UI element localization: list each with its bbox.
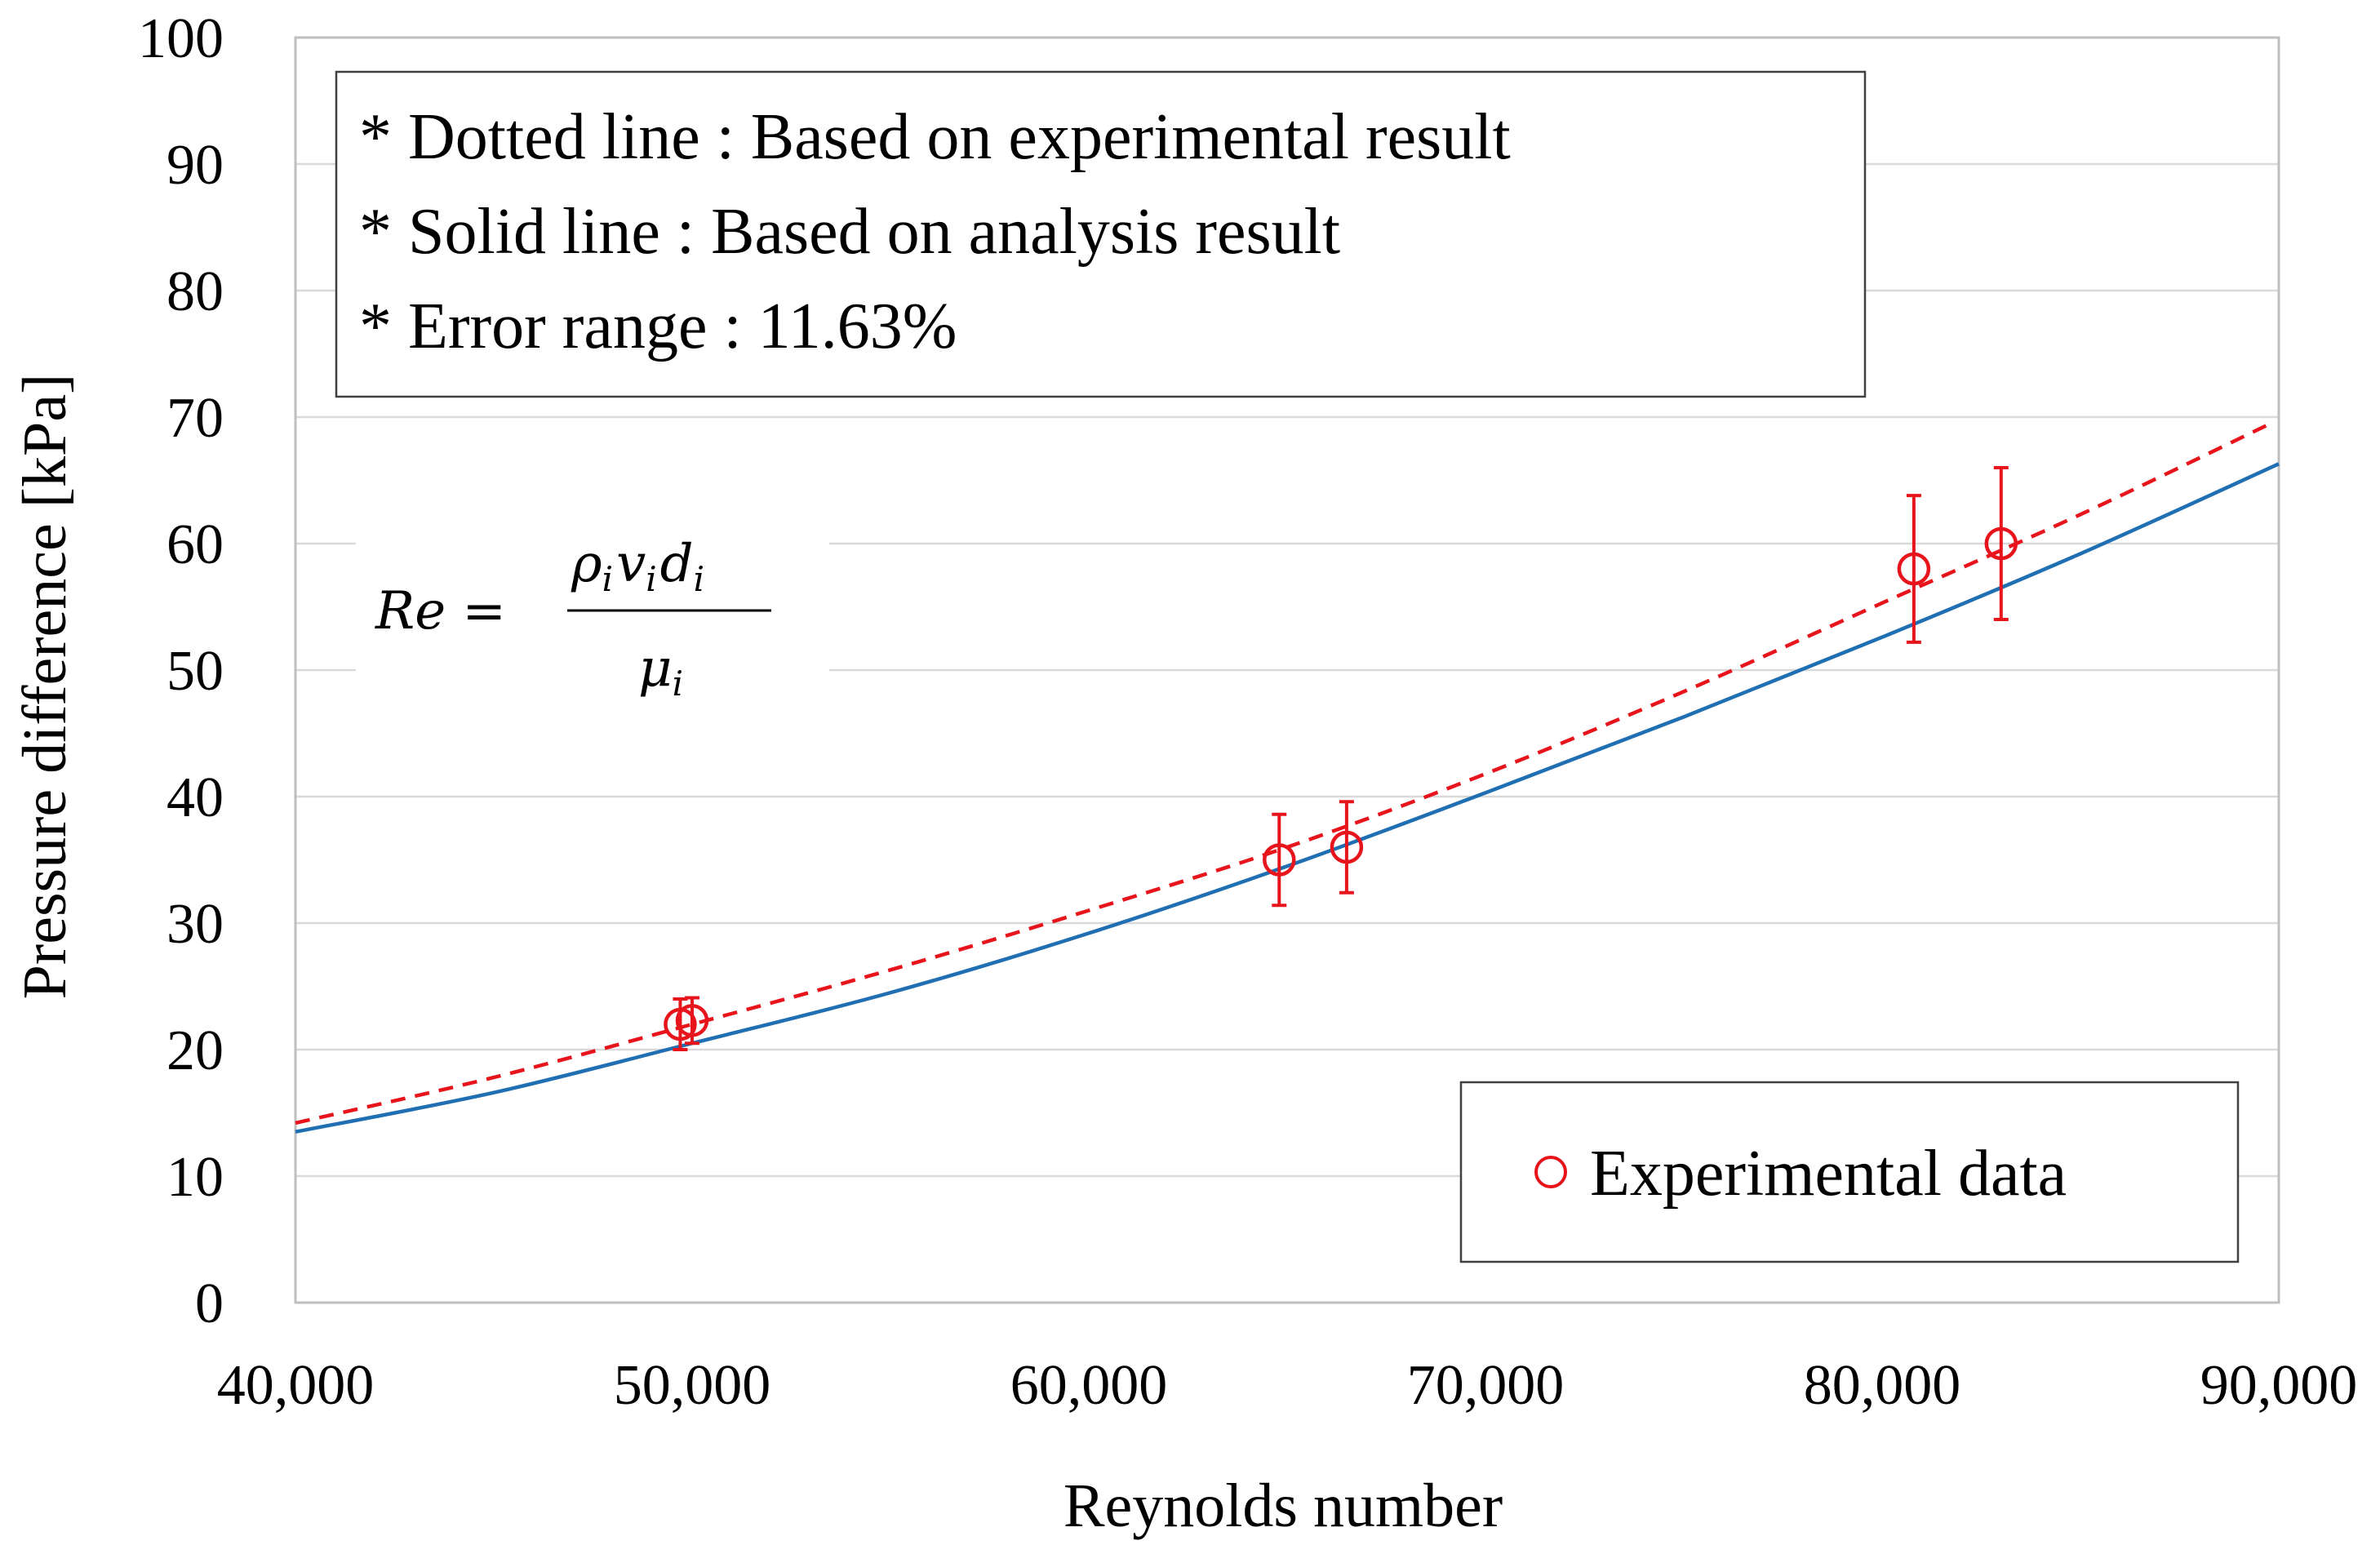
numerator-rho: ρ — [571, 534, 602, 594]
point-marker-3 — [1263, 843, 1296, 877]
y-tick-label-100: 100 — [138, 7, 224, 70]
notes-box-frame — [335, 70, 1867, 398]
denominator-mu: μ — [638, 638, 673, 699]
y-tick-label-30: 30 — [167, 893, 224, 956]
reynolds-equation: Re = ρividi μi — [356, 506, 829, 710]
point-marker-6 — [1984, 526, 2018, 561]
y-tick-label-50: 50 — [167, 640, 224, 703]
equation-background — [356, 506, 829, 710]
numerator-v-sub: i — [646, 559, 656, 599]
y-tick-label-20: 20 — [167, 1019, 224, 1082]
x-axis-title: Reynolds number — [1063, 1472, 1503, 1540]
y-tick-label-10: 10 — [167, 1146, 224, 1209]
equation-lhs: Re = — [375, 581, 506, 642]
data-point-4 — [1330, 800, 1364, 895]
point-marker-4 — [1330, 830, 1364, 864]
note-error-range: * Error range : 11.63% — [359, 291, 957, 362]
y-tick-label-60: 60 — [167, 513, 224, 576]
legend-frame — [1459, 1081, 2240, 1263]
series-line-based-on-analysis-result-solid — [295, 462, 2280, 1134]
numerator-d-sub: i — [694, 559, 704, 599]
series-layer — [295, 421, 2280, 1134]
data-point-2 — [675, 996, 709, 1046]
y-tick-label-90: 90 — [167, 134, 224, 197]
legend-label-experimental-data: Experimental data — [1590, 1138, 2067, 1210]
legend-marker-open-circle — [1534, 1156, 1567, 1188]
numerator-d: d — [660, 534, 694, 594]
x-tick-label-70000: 70,000 — [1407, 1354, 1565, 1417]
data-point-3 — [1263, 812, 1296, 908]
notes-box: * Dotted line : Based on experimental re… — [335, 70, 1867, 398]
tick-labels: 0 10 20 30 40 50 60 70 80 90 100 40,000 50,000 60,000… — [138, 7, 2357, 1417]
plot-area-frame — [294, 36, 2280, 1304]
data-point-5 — [1897, 494, 1931, 644]
x-tick-label-40000: 40,000 — [217, 1354, 375, 1417]
y-tick-label-40: 40 — [167, 766, 224, 829]
numerator-rho-sub: i — [602, 559, 613, 599]
y-tick-label-80: 80 — [167, 260, 224, 323]
y-tick-label-0: 0 — [195, 1272, 224, 1335]
note-solid-line: * Solid line : Based on analysis result — [359, 196, 1340, 268]
data-point-6 — [1984, 466, 2018, 621]
point-marker-5 — [1897, 552, 1931, 586]
y-tick-label-70: 70 — [167, 387, 224, 450]
numerator-v: v — [616, 534, 646, 594]
x-tick-label-80000: 80,000 — [1804, 1354, 1961, 1417]
y-axis-title: Pressure difference [kPa] — [11, 374, 79, 1000]
equation-denominator: μi — [638, 638, 683, 704]
denominator-mu-sub: i — [673, 664, 683, 704]
x-tick-label-60000: 60,000 — [1010, 1354, 1168, 1417]
note-dotted-line: * Dotted line : Based on experimental re… — [359, 101, 1511, 173]
x-tick-label-90000: 90,000 — [2200, 1354, 2358, 1417]
x-tick-label-50000: 50,000 — [614, 1354, 771, 1417]
legend: Experimental data — [1459, 1081, 2240, 1263]
series-line-based-on-experimental-result-dashed — [295, 421, 2272, 1126]
equation-numerator: ρividi — [571, 534, 704, 599]
point-marker-2 — [675, 1004, 709, 1037]
